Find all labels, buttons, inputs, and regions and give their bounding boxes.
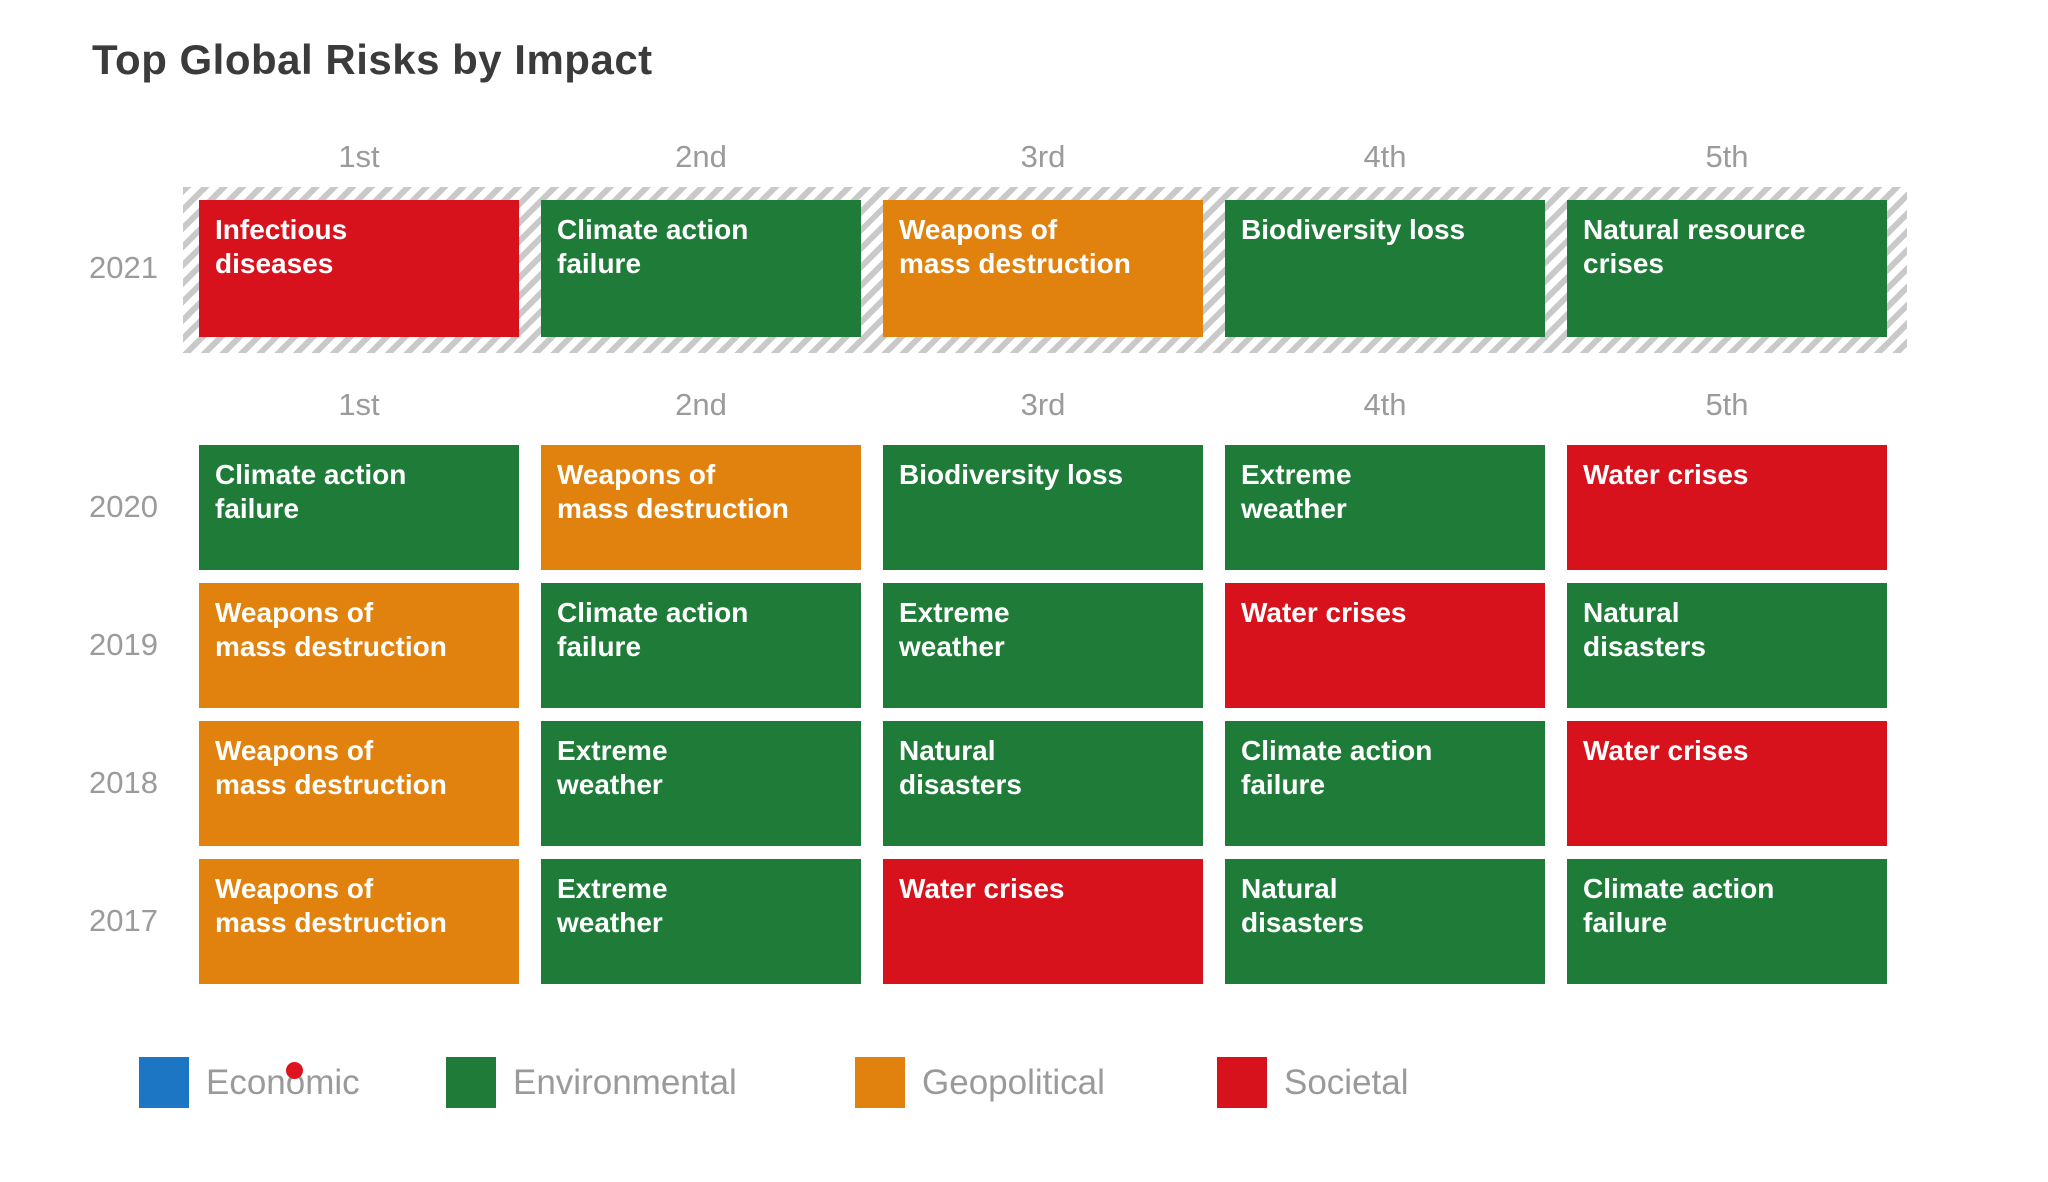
rank-header-4th: 4th [1363,139,1407,174]
risk-cell: Weapons of mass destruction [199,583,519,708]
rank-header-4th: 4th [1363,387,1407,422]
risk-cell: Natural disasters [883,721,1203,846]
risk-row-2018: Weapons of mass destruction Extreme weath… [199,721,1887,846]
year-label-2020: 2020 [89,489,158,524]
rank-header-1st: 1st [338,139,380,174]
risk-cell: Extreme weather [883,583,1203,708]
risk-row-2019: Weapons of mass destruction Climate actio… [199,583,1887,708]
risk-row-2017: Weapons of mass destruction Extreme weath… [199,859,1887,984]
rank-header-5th: 5th [1705,139,1749,174]
year-label-2017: 2017 [89,903,158,938]
legend-item-societal[interactable]: Societal [1217,1057,1409,1108]
rank-header-2nd: 2nd [675,387,727,422]
legend-label: Environmental [513,1063,737,1102]
rank-header-5th: 5th [1705,387,1749,422]
risk-cell: Water crises [1567,445,1887,570]
legend-swatch-environmental [446,1057,496,1108]
chart-title: Top Global Risks by Impact [92,36,653,83]
risk-cell: Natural disasters [1225,859,1545,984]
risk-cell: Climate action failure [541,583,861,708]
risk-cell: Weapons of mass destruction [883,200,1203,337]
legend-label: Societal [1284,1063,1409,1102]
risk-cell: Natural disasters [1567,583,1887,708]
legend-label: Geopolitical [922,1063,1105,1102]
risk-cell: Extreme weather [1225,445,1545,570]
highlight-band-2021: Infectious diseases Climate action failur… [183,187,1907,353]
risk-cell: Climate action failure [541,200,861,337]
risk-row-2020: Climate action failure Weapons of mass de… [199,445,1887,570]
rank-header-1st: 1st [338,387,380,422]
legend-swatch-economic [139,1057,189,1108]
risk-cell: Weapons of mass destruction [199,721,519,846]
rank-header-3rd: 3rd [1020,139,1066,174]
risk-cell: Natural resource crises [1567,200,1887,337]
risk-cell: Biodiversity loss [1225,200,1545,337]
risk-cell: Water crises [1225,583,1545,708]
year-label-2018: 2018 [89,765,158,800]
rank-header-row-lower: 1st 2nd 3rd 4th 5th [199,383,1887,427]
legend-swatch-geopolitical [855,1057,905,1108]
risk-cell: Water crises [883,859,1203,984]
legend-item-environmental[interactable]: Environmental [446,1057,737,1108]
click-indicator-dot [286,1062,303,1079]
risk-row-2021: Infectious diseases Climate action failur… [199,200,1907,337]
year-label-2019: 2019 [89,627,158,662]
risk-cell: Extreme weather [541,721,861,846]
risk-cell: Climate action failure [1225,721,1545,846]
year-label-2021: 2021 [89,250,158,285]
legend-item-geopolitical[interactable]: Geopolitical [855,1057,1105,1108]
legend-item-economic[interactable]: Economic [139,1057,360,1108]
legend-label: Economic [206,1063,360,1102]
risk-cell: Infectious diseases [199,200,519,337]
risk-cell: Water crises [1567,721,1887,846]
rank-header-3rd: 3rd [1020,387,1066,422]
risk-cell: Weapons of mass destruction [199,859,519,984]
risk-cell: Climate action failure [1567,859,1887,984]
rank-header-row-top: 1st 2nd 3rd 4th 5th [199,135,1887,179]
risk-cell: Biodiversity loss [883,445,1203,570]
legend-swatch-societal [1217,1057,1267,1108]
risk-cell: Climate action failure [199,445,519,570]
risk-cell: Weapons of mass destruction [541,445,861,570]
risk-cell: Extreme weather [541,859,861,984]
rank-header-2nd: 2nd [675,139,727,174]
